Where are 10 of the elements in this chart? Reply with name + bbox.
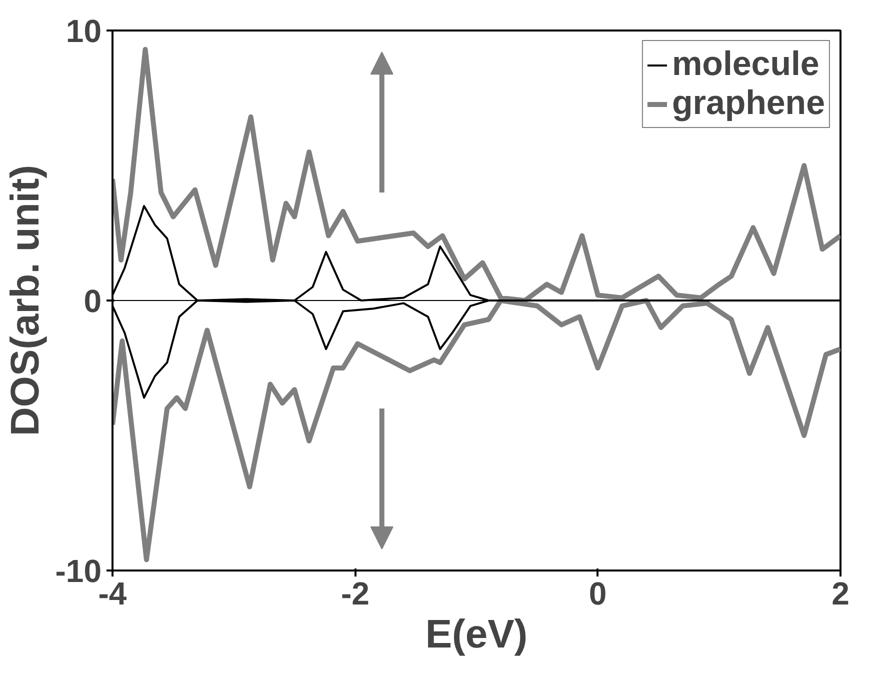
y-tick-label: 0 [84, 283, 102, 319]
x-tick-label: 0 [588, 576, 607, 612]
x-axis-title: E(eV) [425, 612, 528, 656]
legend-label: graphene [672, 84, 825, 123]
y-tick-label: -10 [55, 553, 102, 589]
y-axis-title: DOS(arb. unit) [3, 164, 48, 436]
y-tick-label: 10 [66, 13, 102, 49]
x-tick-label: -2 [340, 576, 370, 612]
x-tick-label: 2 [832, 576, 850, 612]
legend-label: molecule [672, 45, 820, 84]
